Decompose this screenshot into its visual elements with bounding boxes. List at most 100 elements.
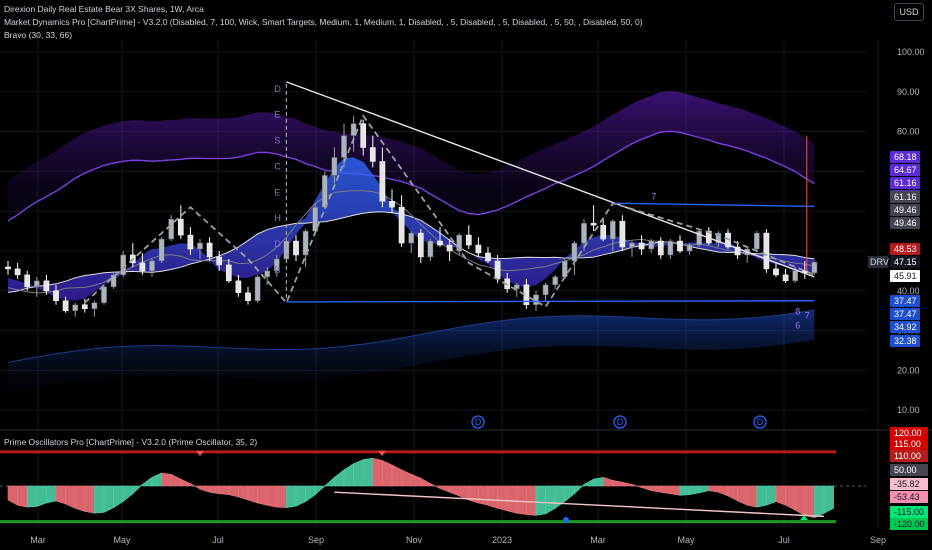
price-tag-gray: 49.46	[894, 205, 917, 215]
osc-tick-label: 120.00	[894, 428, 922, 438]
candle-body	[561, 260, 568, 278]
indicator-legend-prime-oscillator[interactable]: Prime Oscillators Pro [ChartPrime] - V3.…	[4, 437, 258, 447]
oscillator-area-segment	[46, 485, 57, 504]
candle-body	[264, 270, 271, 278]
time-tick-label: Sep	[870, 535, 886, 545]
osc-tick-label: -53.43	[894, 492, 920, 502]
dividend-marker	[613, 415, 627, 429]
osc-tag-bg	[890, 438, 928, 450]
symbol-tag-bg	[868, 256, 888, 268]
oscillator-area-segment	[478, 485, 489, 506]
candle-body	[283, 240, 290, 260]
oscillator-area-segment	[391, 464, 402, 487]
time-axis[interactable]: Mar May Jul Sep Nov 2023 Mar May Jul Sep	[30, 535, 886, 545]
pattern-letter: B	[274, 265, 280, 275]
oscillator-area-segment	[516, 485, 527, 515]
candle-body	[792, 270, 799, 282]
oscillator-area-segment	[602, 476, 614, 487]
oscillator-area-segment	[84, 485, 95, 514]
indicator-legend-market-dynamics[interactable]: Market Dynamics Pro [ChartPrime] - V3.2.…	[4, 17, 643, 27]
oscillator-area-segment	[286, 485, 297, 509]
oscillator-area-segment	[180, 478, 191, 487]
candle-body	[341, 135, 347, 158]
osc-tick-label: -35.82	[894, 479, 920, 489]
oscillator-area-segment	[238, 485, 249, 501]
currency-button[interactable]: USD	[894, 3, 924, 21]
market-dynamics-bands	[7, 91, 815, 393]
price-tag-red-bg	[890, 243, 920, 255]
oscillator-area-segment	[689, 485, 700, 496]
time-tick-label: 2023	[492, 535, 512, 545]
candle-body	[235, 280, 242, 294]
oscillator-area-segment	[410, 473, 422, 487]
oscillator-area-segment	[353, 459, 364, 487]
divergence-line	[334, 491, 825, 518]
price-axis[interactable]: 100.0090.0080.0070.0060.0050.0040.0030.0…	[868, 47, 928, 530]
oscillator-area-segment	[545, 485, 556, 515]
oscillator-area-segment	[535, 485, 546, 516]
oscillator-dot	[563, 517, 569, 523]
candle-body	[725, 232, 731, 248]
time-tick-label: May	[113, 535, 131, 545]
price-tag-gray-bg	[890, 191, 920, 203]
price-tag-gray-bg	[890, 204, 920, 216]
oscillator-area-segment	[775, 485, 786, 506]
oscillator-area-segment	[257, 485, 268, 506]
oscillator-area-segment	[641, 485, 652, 492]
candle-body	[43, 280, 50, 292]
candle-body	[667, 240, 674, 256]
candle-body	[456, 234, 463, 252]
oscillator-area-segment	[439, 485, 450, 493]
osc-tick-label: -120.00	[894, 519, 925, 529]
price-tag-purple: 68.18	[894, 152, 917, 162]
candle-body	[360, 123, 367, 148]
oscillator-area-segment	[103, 485, 114, 513]
osc-tick-label: -115.00	[894, 507, 924, 517]
oscillator-area-segment	[670, 485, 681, 496]
candle-body	[254, 276, 261, 301]
indicator-legend-bravo[interactable]: Bravo (30, 33, 66)	[4, 30, 73, 40]
dividend-marker-label: D	[617, 417, 624, 427]
candle-body	[331, 157, 338, 176]
oscillator-area-segment	[55, 485, 66, 505]
candle-body	[446, 244, 453, 252]
candle-body	[216, 256, 223, 266]
candle-body	[273, 258, 280, 272]
oscillator-area-segment	[420, 477, 431, 487]
osc-tick-label: 115.00	[894, 439, 921, 449]
oscillator-area-segment	[151, 472, 162, 487]
candle-body	[590, 222, 597, 226]
descending-trendline	[286, 81, 815, 278]
price-tag-purple-bg	[890, 177, 920, 189]
candle-body	[773, 268, 779, 276]
candle-body	[62, 300, 69, 311]
time-tick-label: Mar	[30, 535, 46, 545]
candle-body	[552, 276, 559, 286]
oscillator-area-segment	[564, 485, 575, 503]
candle-body	[369, 147, 376, 162]
oscillator-area-segment	[785, 485, 796, 511]
oscillator-area-segment	[593, 476, 604, 487]
candle-body	[763, 232, 770, 270]
candle-body	[408, 232, 415, 244]
upper-band-line	[7, 130, 815, 222]
time-tick-label: May	[677, 535, 695, 545]
candle-body	[542, 284, 549, 296]
osc-tag-bg	[890, 506, 928, 518]
mini-label: 8	[795, 307, 800, 317]
pattern-letter: D	[274, 239, 281, 249]
oscillator-area-segment	[468, 485, 479, 504]
oscillator-area-segment	[650, 485, 662, 493]
candle-body	[379, 161, 386, 202]
price-tag-blue: 32.38	[894, 336, 917, 346]
candle-body	[149, 260, 155, 272]
prime-oscillator-pane	[0, 450, 866, 524]
time-tick-label: Jul	[778, 535, 790, 545]
oscillator-area-segment	[314, 485, 326, 496]
oscillator-area-segment	[132, 483, 143, 495]
candle-body	[811, 261, 818, 274]
lower-blue-cloud	[8, 309, 815, 393]
candle-body	[53, 290, 59, 301]
oscillator-area-segment	[36, 485, 47, 507]
